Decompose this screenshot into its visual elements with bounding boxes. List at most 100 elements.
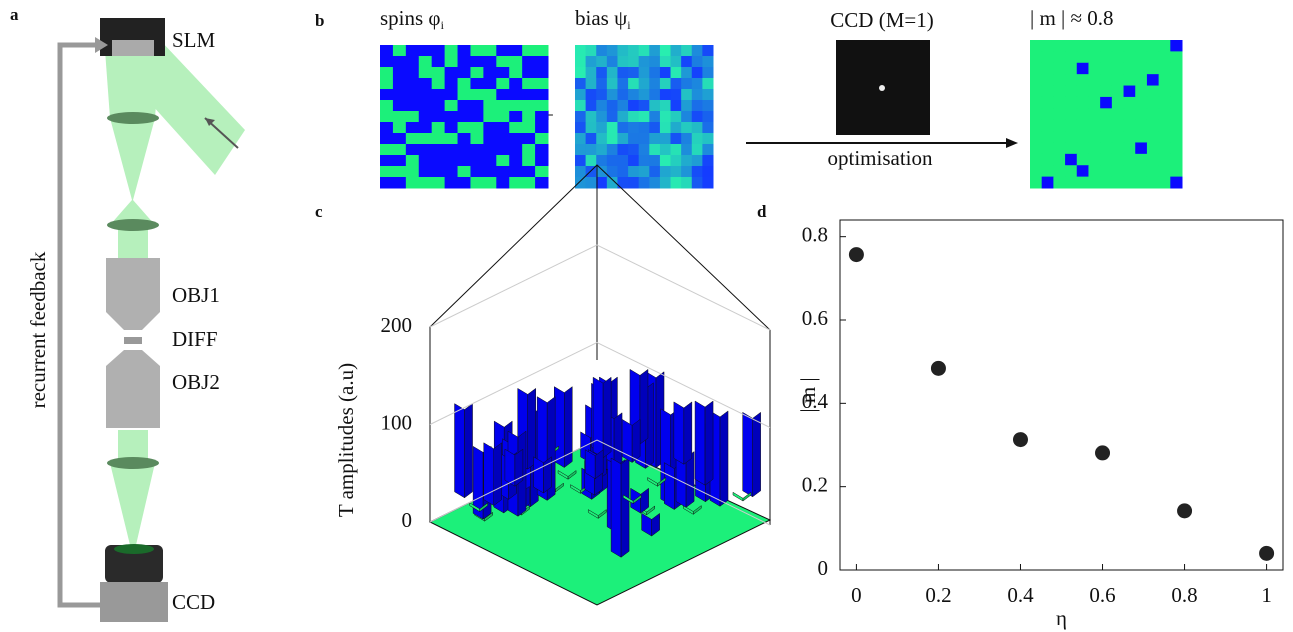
arrow [1006, 138, 1018, 148]
cell [1076, 153, 1089, 166]
cell [1065, 51, 1078, 64]
cell [535, 89, 549, 101]
cell [1076, 176, 1089, 189]
cell [405, 111, 420, 123]
cell [1030, 165, 1043, 178]
cell [1088, 165, 1101, 178]
cell [535, 133, 549, 145]
cell [496, 45, 510, 57]
cell [596, 56, 608, 68]
cell [596, 177, 608, 189]
cell [681, 166, 693, 178]
cell [649, 111, 661, 123]
cell [1076, 142, 1089, 155]
cell [392, 133, 407, 145]
cell [1111, 74, 1125, 87]
cell [522, 67, 536, 79]
cell [617, 166, 629, 178]
cell [628, 89, 640, 101]
cell [1030, 85, 1043, 98]
lens [107, 457, 159, 469]
cell [1076, 62, 1089, 75]
cell [535, 67, 549, 79]
cell [638, 67, 650, 79]
cell [1041, 74, 1054, 87]
cell [405, 67, 420, 79]
cell [1100, 176, 1113, 189]
cell [681, 78, 693, 90]
bar-side [555, 482, 564, 493]
cell [1053, 51, 1066, 64]
cell [1030, 51, 1043, 64]
cell [1053, 85, 1066, 98]
cell [483, 155, 497, 167]
cell [470, 78, 484, 90]
cell [691, 78, 703, 90]
cell [1041, 96, 1054, 109]
cell [1158, 74, 1171, 87]
cell [649, 177, 661, 189]
cell [457, 67, 471, 79]
cell [649, 56, 661, 68]
objective [106, 258, 160, 330]
cell [509, 67, 523, 79]
bar-side [554, 386, 565, 468]
cell [596, 111, 608, 123]
cell [1088, 40, 1101, 52]
cell [575, 177, 587, 189]
cell [470, 67, 484, 79]
cell [1158, 108, 1171, 121]
cell [575, 45, 587, 57]
cell [659, 177, 672, 189]
cell [617, 100, 629, 112]
point [1177, 503, 1193, 519]
cell [1053, 74, 1066, 87]
cell [1041, 85, 1054, 98]
cell [649, 155, 661, 167]
cell [509, 133, 523, 145]
cell [380, 133, 394, 145]
bar-side [564, 386, 573, 468]
cell [380, 78, 394, 90]
cell [659, 144, 672, 156]
label: spins φ [380, 6, 441, 30]
cell [431, 155, 446, 167]
cell [392, 166, 407, 178]
cell [483, 45, 497, 57]
cell [1076, 131, 1089, 143]
cell [405, 100, 420, 112]
cell [1146, 40, 1160, 52]
cell [1065, 108, 1078, 121]
cell [1088, 108, 1101, 121]
cell [691, 67, 703, 79]
cell [681, 133, 693, 145]
cell [457, 144, 471, 156]
cell [681, 89, 693, 101]
cell [1100, 96, 1113, 109]
cell [1041, 62, 1054, 75]
cell [617, 155, 629, 167]
cell [575, 56, 587, 68]
cell [444, 56, 459, 68]
cell [470, 177, 484, 189]
cell [457, 89, 471, 101]
cell [431, 100, 446, 112]
cell [1170, 131, 1183, 143]
point [1259, 545, 1275, 561]
cell [535, 111, 549, 123]
cell [1135, 108, 1148, 121]
cell [681, 56, 693, 68]
spin-grids [380, 40, 1183, 189]
cell [575, 166, 587, 178]
cell [628, 177, 640, 189]
cell [509, 78, 523, 90]
cell [691, 133, 703, 145]
cell [1123, 74, 1136, 87]
cell [596, 67, 608, 79]
label: bias ψi [575, 6, 631, 32]
x-tick-label: 0.4 [1007, 583, 1034, 607]
cell [659, 155, 672, 167]
bar-side [732, 491, 744, 502]
cell [1158, 153, 1171, 166]
cell [457, 155, 471, 167]
